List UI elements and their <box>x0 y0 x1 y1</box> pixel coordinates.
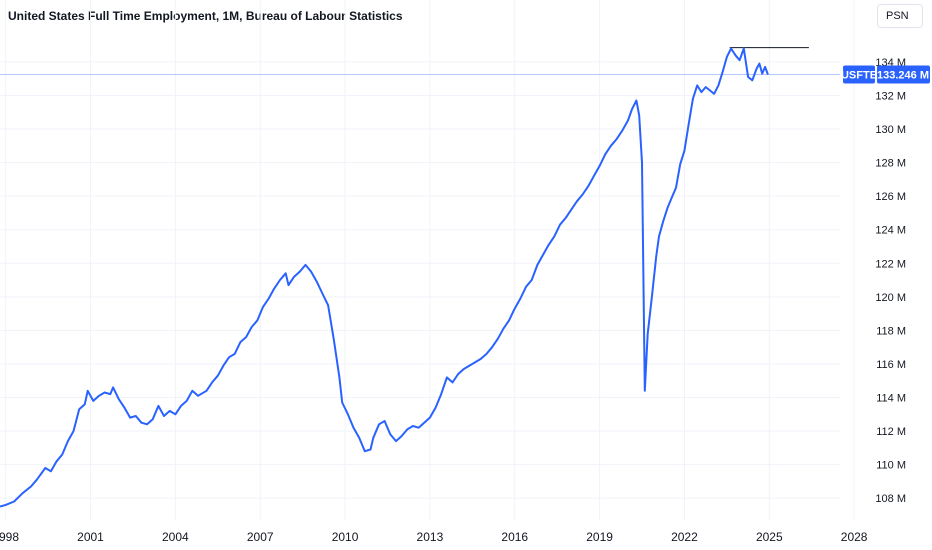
y-tick-label: 110 M <box>876 460 906 472</box>
x-tick-label: 2016 <box>501 530 528 544</box>
y-tick-label: 122 M <box>875 258 906 270</box>
scale-mode-button[interactable]: PSN <box>877 4 923 28</box>
badge-value-bg <box>877 65 930 84</box>
y-tick-label: 108 M <box>875 493 906 505</box>
badge-value: 133.246 M <box>877 70 929 82</box>
x-tick-label: 2004 <box>162 530 189 544</box>
chart-title: United States Full Time Employment, 1M, … <box>8 9 403 23</box>
grid-layer <box>0 0 855 520</box>
x-tick-label: 2019 <box>586 530 613 544</box>
y-tick-label: 112 M <box>876 426 906 438</box>
last-value-badge: USFTE 133.246 M <box>841 65 930 84</box>
x-tick-label: 2001 <box>77 530 104 544</box>
time-axis: 1998 2001 2004 2007 2010 2013 2016 2019 2022 2025… <box>0 530 868 544</box>
y-tick-label: 130 M <box>875 124 906 136</box>
y-tick-label: 124 M <box>875 225 906 237</box>
series-line-usfte <box>0 47 769 508</box>
price-axis: 108 M 110 M 112 M 114 M 116 M 118 M 120 M 122 M… <box>875 57 906 505</box>
x-tick-label: 2028 <box>841 530 868 544</box>
x-tick-label: 2010 <box>332 530 359 544</box>
y-tick-label: 120 M <box>875 292 906 304</box>
y-tick-label: 128 M <box>875 158 906 170</box>
y-tick-label: 114 M <box>876 393 906 405</box>
y-tick-label: 132 M <box>875 90 906 102</box>
x-tick-label: 2007 <box>247 530 274 544</box>
y-tick-label: 116 M <box>876 359 906 371</box>
y-tick-label: 126 M <box>875 191 906 203</box>
x-tick-label: 2013 <box>417 530 444 544</box>
x-tick-label: 1998 <box>0 530 19 544</box>
badge-symbol-bg <box>843 65 875 84</box>
x-tick-label: 2025 <box>756 530 783 544</box>
x-tick-label: 2022 <box>671 530 698 544</box>
badge-symbol: USFTE <box>841 70 877 82</box>
y-tick-label: 118 M <box>876 325 906 337</box>
